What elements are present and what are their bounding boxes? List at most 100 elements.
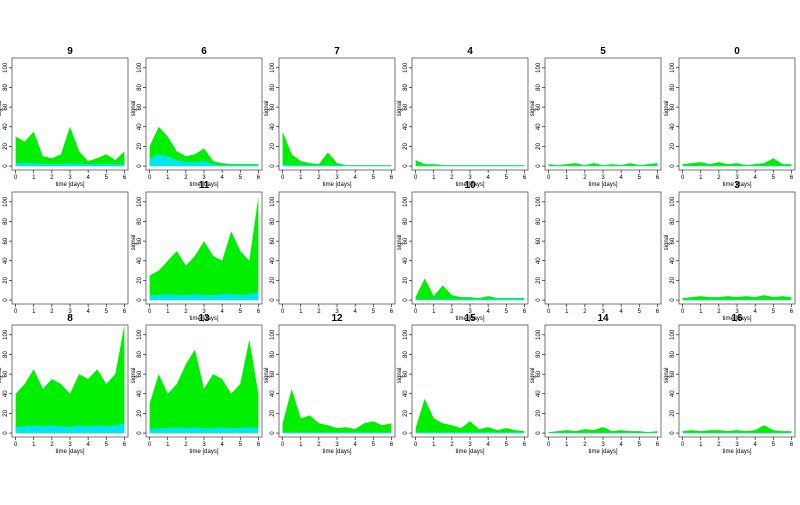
y-tick-label: 100 — [536, 196, 542, 207]
y-axis-label: signal — [664, 235, 670, 251]
x-tick-label: 1 — [699, 309, 703, 315]
x-tick-label: 2 — [50, 175, 54, 181]
y-tick-label: 80 — [137, 83, 143, 90]
x-tick-label: 1 — [299, 442, 303, 448]
signal-area — [683, 295, 792, 300]
x-tick-label: 4 — [619, 175, 623, 181]
x-axis-label: time [days] — [455, 449, 484, 455]
x-tick-label: 5 — [772, 175, 776, 181]
y-tick-label: 80 — [403, 217, 409, 224]
y-tick-label: 0 — [670, 298, 676, 302]
y-tick-label: 60 — [403, 370, 409, 377]
x-tick-label: 3 — [601, 442, 605, 448]
x-tick-label: 1 — [699, 442, 703, 448]
x-tick-label: 5 — [638, 442, 642, 448]
x-tick-label: 3 — [202, 442, 206, 448]
x-tick-label: 0 — [281, 175, 285, 181]
x-tick-label: 0 — [14, 309, 18, 315]
x-tick-label: 0 — [681, 442, 685, 448]
x-tick-label: 0 — [414, 442, 418, 448]
x-tick-label: 2 — [50, 442, 54, 448]
y-tick-label: 20 — [670, 276, 676, 283]
y-tick-label: 100 — [270, 62, 276, 73]
y-tick-label: 0 — [3, 298, 9, 302]
y-tick-label: 0 — [536, 298, 542, 302]
y-tick-label: 80 — [403, 350, 409, 357]
y-tick-label: 20 — [137, 409, 143, 416]
x-tick-label: 0 — [681, 175, 685, 181]
y-tick-label: 40 — [137, 390, 143, 397]
x-tick-label: 0 — [14, 442, 18, 448]
x-tick-label: 3 — [735, 442, 739, 448]
x-tick-label: 1 — [565, 309, 569, 315]
plot-frame — [545, 192, 661, 304]
x-tick-label: 5 — [239, 175, 243, 181]
x-tick-label: 2 — [583, 442, 587, 448]
signal-area — [283, 132, 392, 166]
y-tick-label: 40 — [536, 257, 542, 264]
x-tick-label: 1 — [32, 442, 36, 448]
y-tick-label: 40 — [270, 257, 276, 264]
x-axis-label: time [days] — [722, 449, 751, 455]
y-tick-label: 0 — [3, 164, 9, 168]
y-tick-label: 100 — [137, 196, 143, 207]
y-tick-label: 60 — [270, 370, 276, 377]
x-tick-label: 4 — [353, 309, 357, 315]
y-tick-label: 20 — [137, 276, 143, 283]
y-tick-label: 40 — [3, 390, 9, 397]
y-tick-label: 80 — [403, 83, 409, 90]
y-tick-label: 20 — [536, 409, 542, 416]
signal-area — [683, 425, 792, 433]
x-tick-label: 6 — [123, 442, 127, 448]
y-tick-label: 20 — [3, 409, 9, 416]
panel-title: 16 — [731, 313, 743, 324]
x-tick-label: 1 — [299, 309, 303, 315]
x-tick-label: 1 — [299, 175, 303, 181]
x-tick-label: 5 — [772, 309, 776, 315]
x-tick-label: 1 — [432, 442, 436, 448]
x-tick-label: 6 — [123, 175, 127, 181]
x-tick-label: 4 — [486, 309, 490, 315]
y-tick-label: 100 — [670, 62, 676, 73]
y-tick-label: 80 — [670, 217, 676, 224]
y-tick-label: 40 — [3, 257, 9, 264]
x-axis-label: time [days] — [588, 449, 617, 455]
y-tick-label: 20 — [536, 142, 542, 149]
y-tick-label: 20 — [3, 276, 9, 283]
signal-area — [416, 299, 525, 300]
x-tick-label: 4 — [486, 442, 490, 448]
x-tick-label: 3 — [335, 442, 339, 448]
x-tick-label: 1 — [166, 309, 170, 315]
x-tick-label: 2 — [184, 442, 188, 448]
x-tick-label: 6 — [790, 175, 794, 181]
x-tick-label: 0 — [414, 309, 418, 315]
x-tick-label: 5 — [105, 309, 109, 315]
x-axis-label: time [days] — [588, 182, 617, 188]
panel-title: 14 — [597, 313, 609, 324]
y-tick-label: 0 — [536, 164, 542, 168]
plot-frame — [679, 192, 795, 304]
x-tick-label: 6 — [656, 442, 660, 448]
signal-area — [549, 427, 658, 433]
x-tick-label: 0 — [14, 175, 18, 181]
y-axis-label: signal — [397, 235, 403, 251]
x-tick-label: 5 — [638, 309, 642, 315]
x-tick-label: 1 — [432, 175, 436, 181]
plot-frame — [679, 325, 795, 437]
y-tick-label: 40 — [270, 390, 276, 397]
x-tick-label: 2 — [717, 442, 721, 448]
y-tick-label: 60 — [536, 103, 542, 110]
x-tick-label: 2 — [184, 175, 188, 181]
x-tick-label: 5 — [772, 442, 776, 448]
y-tick-label: 40 — [137, 123, 143, 130]
signal-area — [16, 325, 125, 433]
y-tick-label: 0 — [137, 431, 143, 435]
x-axis-label: time [days] — [322, 449, 351, 455]
y-tick-label: 100 — [3, 62, 9, 73]
y-tick-label: 60 — [137, 237, 143, 244]
panel-title: 5 — [600, 46, 606, 57]
